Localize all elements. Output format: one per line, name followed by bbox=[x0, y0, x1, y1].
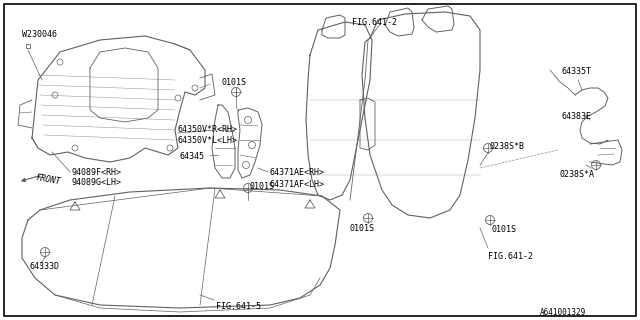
Text: 64350V*L<LH>: 64350V*L<LH> bbox=[178, 136, 238, 145]
Text: 0101S: 0101S bbox=[350, 224, 375, 233]
Text: 0238S*A: 0238S*A bbox=[560, 170, 595, 179]
Text: FIG.641-2: FIG.641-2 bbox=[352, 18, 397, 27]
Text: FRONT: FRONT bbox=[35, 173, 61, 186]
Text: W230046: W230046 bbox=[22, 30, 57, 39]
Text: 94089F<RH>: 94089F<RH> bbox=[72, 168, 122, 177]
Text: 64335T: 64335T bbox=[562, 67, 592, 76]
Bar bbox=[26, 44, 30, 48]
Text: 64371AF<LH>: 64371AF<LH> bbox=[270, 180, 325, 189]
Text: 0238S*B: 0238S*B bbox=[490, 142, 525, 151]
Text: FIG.641-2: FIG.641-2 bbox=[488, 252, 533, 261]
Text: 64383E: 64383E bbox=[562, 112, 592, 121]
Text: FIG.641-5: FIG.641-5 bbox=[216, 302, 261, 311]
Text: 94089G<LH>: 94089G<LH> bbox=[72, 178, 122, 187]
Text: A641001329: A641001329 bbox=[540, 308, 586, 317]
Text: 0101S: 0101S bbox=[250, 182, 275, 191]
Text: 64333D: 64333D bbox=[30, 262, 60, 271]
Text: 64345: 64345 bbox=[180, 152, 205, 161]
Text: 0101S: 0101S bbox=[492, 225, 517, 234]
Text: 64371AE<RH>: 64371AE<RH> bbox=[270, 168, 325, 177]
Text: 64350V*R<RH>: 64350V*R<RH> bbox=[178, 125, 238, 134]
Text: 0101S: 0101S bbox=[222, 78, 247, 87]
